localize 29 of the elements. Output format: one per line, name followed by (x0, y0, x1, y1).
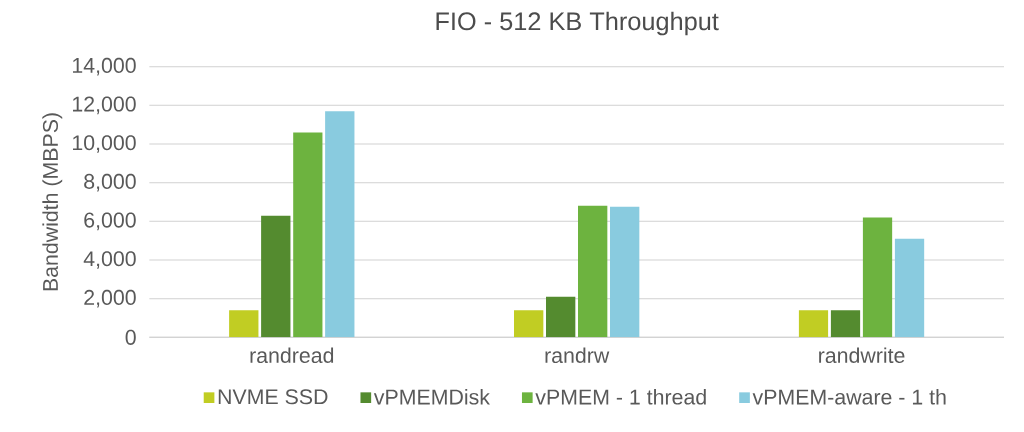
bar (514, 310, 544, 338)
x-tick-label: randrw (545, 347, 610, 364)
y-tick-label: 6,000 (84, 212, 136, 231)
chart-title: FIO - 512 KB Throughput (436, 11, 719, 36)
bar (830, 310, 861, 338)
bar (862, 217, 893, 338)
y-tick-label: 2,000 (84, 289, 136, 308)
y-tick-label: 4,000 (83, 251, 136, 269)
bar (325, 111, 355, 338)
bar (546, 296, 576, 338)
y-tick-label: 0 (125, 329, 136, 345)
x-tick-label: randread (250, 347, 334, 364)
bar (229, 310, 259, 338)
y-tick-label: 8,000 (84, 173, 136, 192)
y-tick-label: 10,000 (73, 135, 136, 153)
legend-label: vPMEMDisk (373, 388, 490, 405)
bar (610, 206, 640, 338)
bar (293, 132, 323, 338)
bar (894, 238, 925, 338)
y-axis-title: Bandwidth (MBPS) (42, 113, 63, 291)
y-tick-label: 12,000 (73, 96, 136, 115)
legend-label: vPMEM-aware - 1 th (752, 388, 946, 405)
x-tick-label: randwrite (819, 347, 905, 364)
legend-label: vPMEM - 1 thread (535, 388, 706, 405)
bar (798, 310, 829, 338)
legend-label: NVME SSD (218, 389, 328, 405)
bar (261, 215, 291, 338)
bar (578, 205, 608, 338)
y-tick-label: 14,000 (73, 57, 136, 76)
